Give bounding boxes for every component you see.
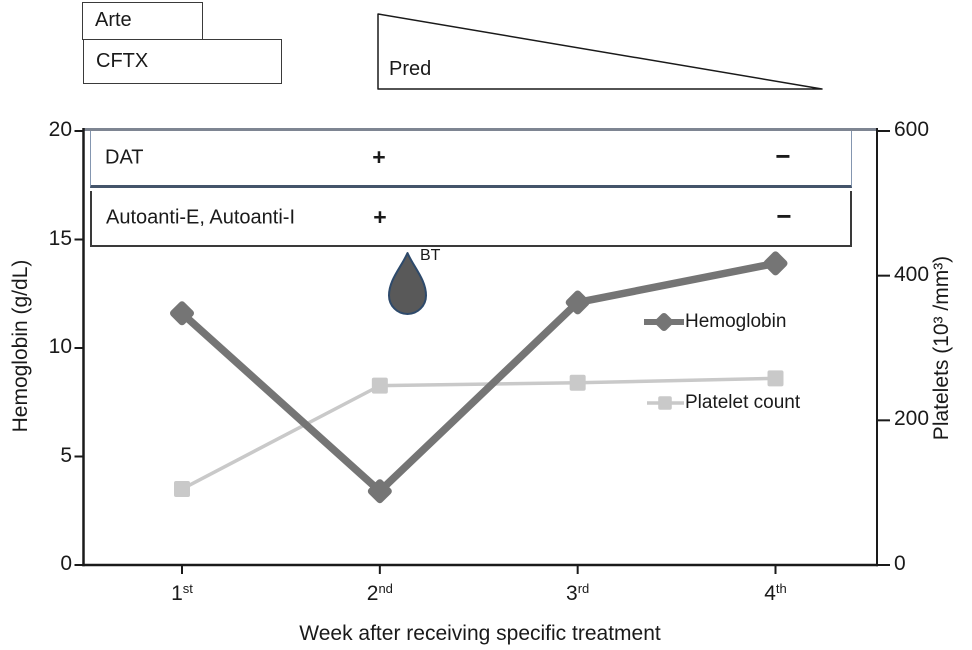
x-axis-tick-label: 1st (171, 581, 193, 605)
platelet-line (181, 376, 776, 491)
left-axis-tick-label: 15 (48, 226, 72, 250)
platelet-marker (569, 374, 586, 391)
right-axis-tick-label: 200 (894, 407, 930, 431)
x-axis-tick-label: 4th (764, 581, 787, 605)
treatment-box-cftx: CFTX (83, 39, 282, 84)
dat-minus-sign: − (775, 140, 791, 171)
legend-entry-platelet: Platelet count (685, 392, 801, 413)
x-axis-tick-label: 2nd (366, 581, 393, 605)
hemoglobin-line (179, 259, 777, 495)
pred-taper-label: Pred (389, 58, 432, 80)
hemoglobin-marker (763, 251, 788, 276)
arte-label: Arte (95, 9, 132, 31)
left-axis-tick-label: 5 (60, 443, 72, 467)
treatment-box-arte: Arte (82, 2, 203, 40)
hemoglobin-marker (654, 312, 674, 332)
right-axis-title: Platelets (10³ /mm³) (930, 255, 953, 441)
dat-row-label: DAT (105, 146, 144, 169)
right-axis-tick-label: 400 (894, 262, 930, 286)
right-axis-tick-label: 600 (894, 118, 930, 141)
platelet-marker (371, 377, 388, 394)
hemoglobin-marker (367, 479, 392, 504)
autoanti-plus-sign: + (373, 203, 387, 230)
autoantibody-status-row: Autoanti-E, Autoanti-I + − (90, 191, 852, 247)
cftx-label: CFTX (96, 50, 149, 72)
dat-status-row: DAT + − (90, 131, 852, 188)
platelet-marker (658, 396, 672, 410)
right-axis-tick-label: 0 (894, 552, 906, 575)
autoanti-minus-sign: − (776, 200, 792, 231)
autoanti-row-label: Autoanti-E, Autoanti-I (106, 206, 296, 229)
platelet-marker (174, 481, 190, 498)
x-axis-tick-label: 3rd (566, 581, 590, 605)
legend-entry-hemoglobin: Hemoglobin (685, 311, 787, 332)
blood-drop-icon (388, 252, 427, 315)
blood-transfusion-label: BT (420, 247, 441, 264)
pred-taper-triangle (377, 13, 823, 90)
x-axis-title: Week after receiving specific treatment (299, 622, 661, 645)
left-axis-tick-label: 10 (48, 335, 72, 358)
platelet-marker (767, 370, 784, 387)
dat-plus-sign: + (372, 143, 386, 170)
hemoglobin-marker (170, 301, 194, 326)
hemoglobin-marker (565, 290, 590, 315)
left-axis-tick-label: 20 (48, 118, 72, 141)
left-axis-tick-label: 0 (60, 552, 72, 575)
